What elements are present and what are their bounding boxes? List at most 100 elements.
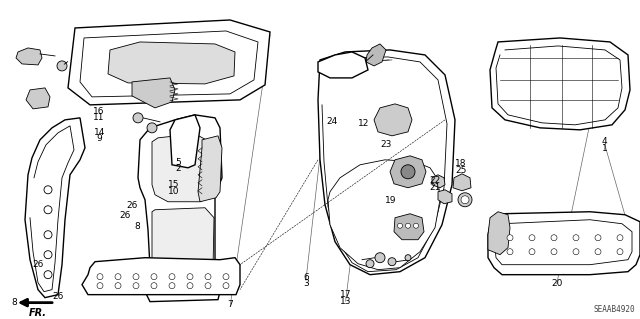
- Text: 14: 14: [93, 128, 105, 137]
- Polygon shape: [318, 52, 368, 78]
- Text: FR.: FR.: [29, 308, 47, 318]
- Polygon shape: [152, 208, 214, 288]
- Polygon shape: [366, 44, 386, 66]
- Text: 4: 4: [602, 137, 607, 146]
- Polygon shape: [145, 282, 220, 302]
- Circle shape: [223, 283, 229, 289]
- Polygon shape: [108, 42, 235, 84]
- Bar: [540, 80, 562, 94]
- Polygon shape: [25, 118, 85, 298]
- Text: 12: 12: [358, 119, 369, 128]
- Text: 17: 17: [340, 290, 351, 299]
- Circle shape: [406, 223, 410, 228]
- Polygon shape: [328, 160, 440, 270]
- Circle shape: [401, 165, 415, 179]
- Circle shape: [366, 260, 374, 268]
- Text: 18: 18: [455, 159, 467, 167]
- Circle shape: [573, 249, 579, 255]
- Polygon shape: [374, 104, 412, 136]
- Text: 26: 26: [119, 211, 131, 219]
- Circle shape: [44, 231, 52, 239]
- Text: 26: 26: [33, 260, 44, 269]
- Circle shape: [529, 235, 535, 241]
- Circle shape: [507, 235, 513, 241]
- Circle shape: [187, 283, 193, 289]
- Circle shape: [169, 274, 175, 280]
- Bar: [568, 80, 590, 94]
- Text: 8: 8: [12, 298, 17, 307]
- Circle shape: [57, 61, 67, 71]
- Polygon shape: [488, 212, 510, 255]
- Text: 26: 26: [52, 292, 63, 301]
- Text: 21: 21: [429, 183, 441, 192]
- Bar: [595, 82, 613, 95]
- Circle shape: [187, 274, 193, 280]
- Polygon shape: [132, 78, 175, 108]
- Circle shape: [461, 196, 469, 204]
- Circle shape: [44, 271, 52, 279]
- Text: 22: 22: [429, 176, 441, 185]
- Text: 9: 9: [97, 134, 102, 143]
- Circle shape: [223, 274, 229, 280]
- Bar: [510, 100, 532, 112]
- Text: 24: 24: [326, 116, 337, 126]
- Circle shape: [507, 249, 513, 255]
- Polygon shape: [138, 115, 222, 298]
- Bar: [566, 100, 586, 112]
- Bar: [595, 60, 613, 75]
- Text: 11: 11: [93, 113, 105, 122]
- Bar: [568, 58, 590, 73]
- Circle shape: [169, 283, 175, 289]
- Circle shape: [388, 258, 396, 266]
- Text: 19: 19: [385, 196, 396, 205]
- Text: 5: 5: [175, 158, 180, 167]
- Text: 16: 16: [93, 107, 105, 116]
- Text: 6: 6: [303, 273, 308, 282]
- Text: 15: 15: [168, 180, 180, 189]
- Circle shape: [551, 235, 557, 241]
- Circle shape: [115, 283, 121, 289]
- Circle shape: [44, 186, 52, 194]
- Circle shape: [97, 274, 103, 280]
- Circle shape: [551, 249, 557, 255]
- Circle shape: [205, 274, 211, 280]
- Text: SEAAB4920: SEAAB4920: [593, 305, 635, 314]
- Polygon shape: [152, 134, 212, 202]
- Circle shape: [205, 283, 211, 289]
- Text: 25: 25: [455, 166, 467, 175]
- Text: 2: 2: [175, 164, 180, 173]
- Text: 7: 7: [228, 300, 233, 309]
- Bar: [540, 58, 562, 73]
- Circle shape: [573, 235, 579, 241]
- Circle shape: [617, 249, 623, 255]
- Polygon shape: [26, 88, 50, 109]
- Text: 13: 13: [340, 297, 351, 306]
- Circle shape: [147, 123, 157, 133]
- Circle shape: [133, 274, 139, 280]
- Circle shape: [595, 235, 601, 241]
- Polygon shape: [490, 38, 630, 130]
- Polygon shape: [432, 175, 445, 188]
- Text: 23: 23: [380, 140, 392, 149]
- Polygon shape: [318, 50, 455, 275]
- Text: 3: 3: [303, 279, 308, 288]
- Bar: [540, 100, 560, 112]
- Polygon shape: [488, 212, 640, 275]
- Text: 8: 8: [135, 222, 140, 231]
- Circle shape: [133, 283, 139, 289]
- Circle shape: [375, 253, 385, 263]
- Circle shape: [44, 206, 52, 214]
- Circle shape: [44, 251, 52, 259]
- Polygon shape: [198, 136, 222, 202]
- Polygon shape: [170, 115, 200, 168]
- Bar: [508, 80, 533, 94]
- Polygon shape: [16, 48, 42, 65]
- Circle shape: [595, 249, 601, 255]
- Polygon shape: [438, 190, 452, 204]
- Circle shape: [413, 223, 419, 228]
- Circle shape: [458, 193, 472, 207]
- Text: 26: 26: [127, 201, 138, 210]
- Polygon shape: [453, 174, 471, 191]
- Circle shape: [405, 255, 411, 261]
- Text: 20: 20: [551, 279, 563, 288]
